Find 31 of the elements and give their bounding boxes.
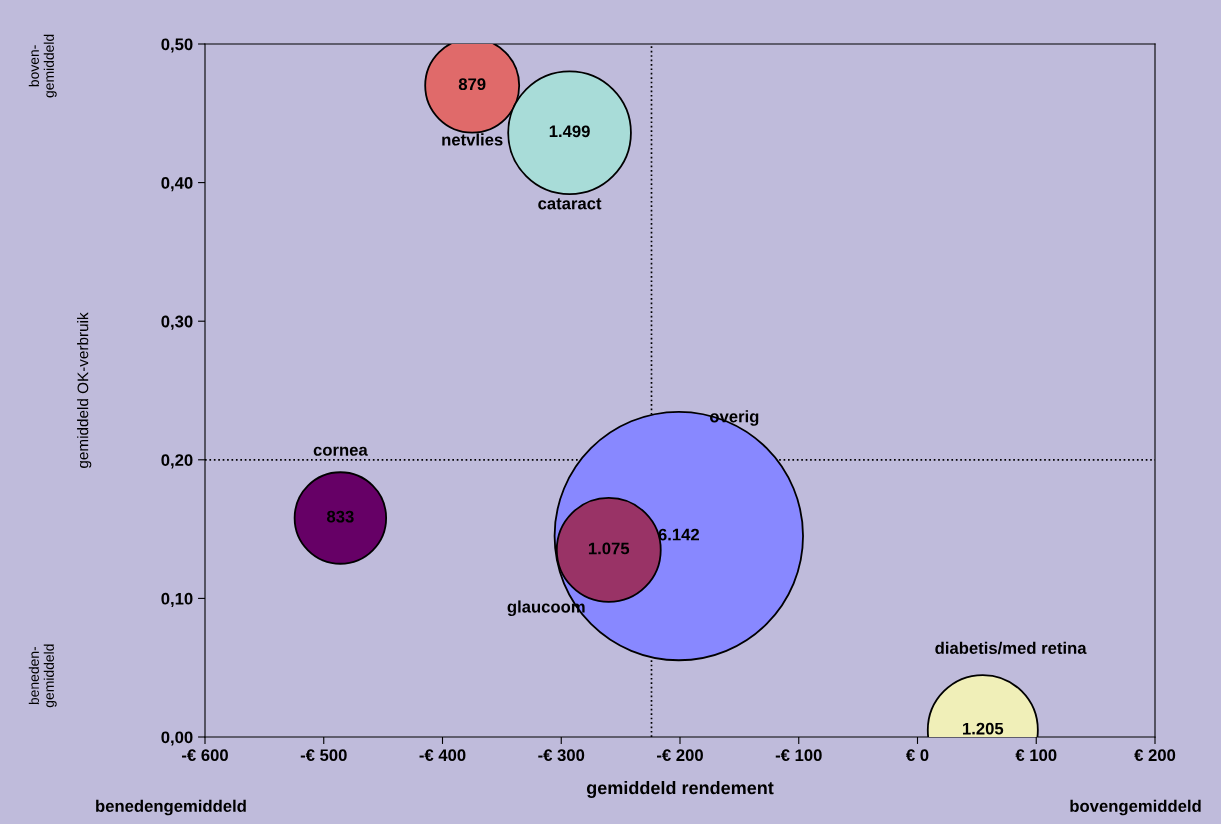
x-tick-label: -€ 200 — [657, 749, 703, 762]
data-label: 1.075 — [588, 542, 630, 555]
y-axis-title: gemiddeld OK-verbruik — [77, 312, 92, 468]
series-label: diabetis/med retina — [935, 641, 1087, 655]
y-tick-label: 0,40 — [161, 177, 193, 192]
series-label: cornea — [313, 446, 368, 456]
y-tick-label: 0,10 — [161, 592, 193, 608]
data-label: 1.499 — [549, 125, 590, 138]
x-tick-label: -€ 500 — [300, 749, 347, 762]
text: bovengemiddeld — [1070, 799, 1201, 816]
data-label: 879 — [458, 78, 486, 91]
text: benedengemiddeld — [96, 799, 246, 816]
data-label: 1.205 — [963, 722, 1004, 735]
text: boven- gemiddeld — [28, 34, 57, 98]
series-label: cataract — [538, 198, 602, 210]
x-tick-label: -€ 600 — [182, 749, 228, 762]
x-tick-label: € 0 — [906, 749, 929, 762]
y-tick-label: 0,30 — [161, 315, 193, 330]
y-tick-label: 0,00 — [161, 731, 193, 746]
data-label: 833 — [327, 510, 354, 523]
x-tick-label: € 200 — [1134, 749, 1176, 762]
x-tick-label: € 100 — [1015, 749, 1057, 762]
x-tick-label: -€ 400 — [419, 749, 466, 762]
y-tick-label: 0,20 — [161, 454, 193, 469]
series-label: netvlies — [442, 133, 503, 146]
x-tick-label: -€ 100 — [775, 749, 822, 762]
x-tick-label: -€ 300 — [538, 749, 585, 762]
series-label: overig — [710, 410, 759, 426]
text: beneden- gemiddeld — [28, 644, 57, 708]
y-tick-label: 0,50 — [161, 38, 193, 53]
x-axis-title: gemiddeld rendement — [586, 781, 774, 798]
